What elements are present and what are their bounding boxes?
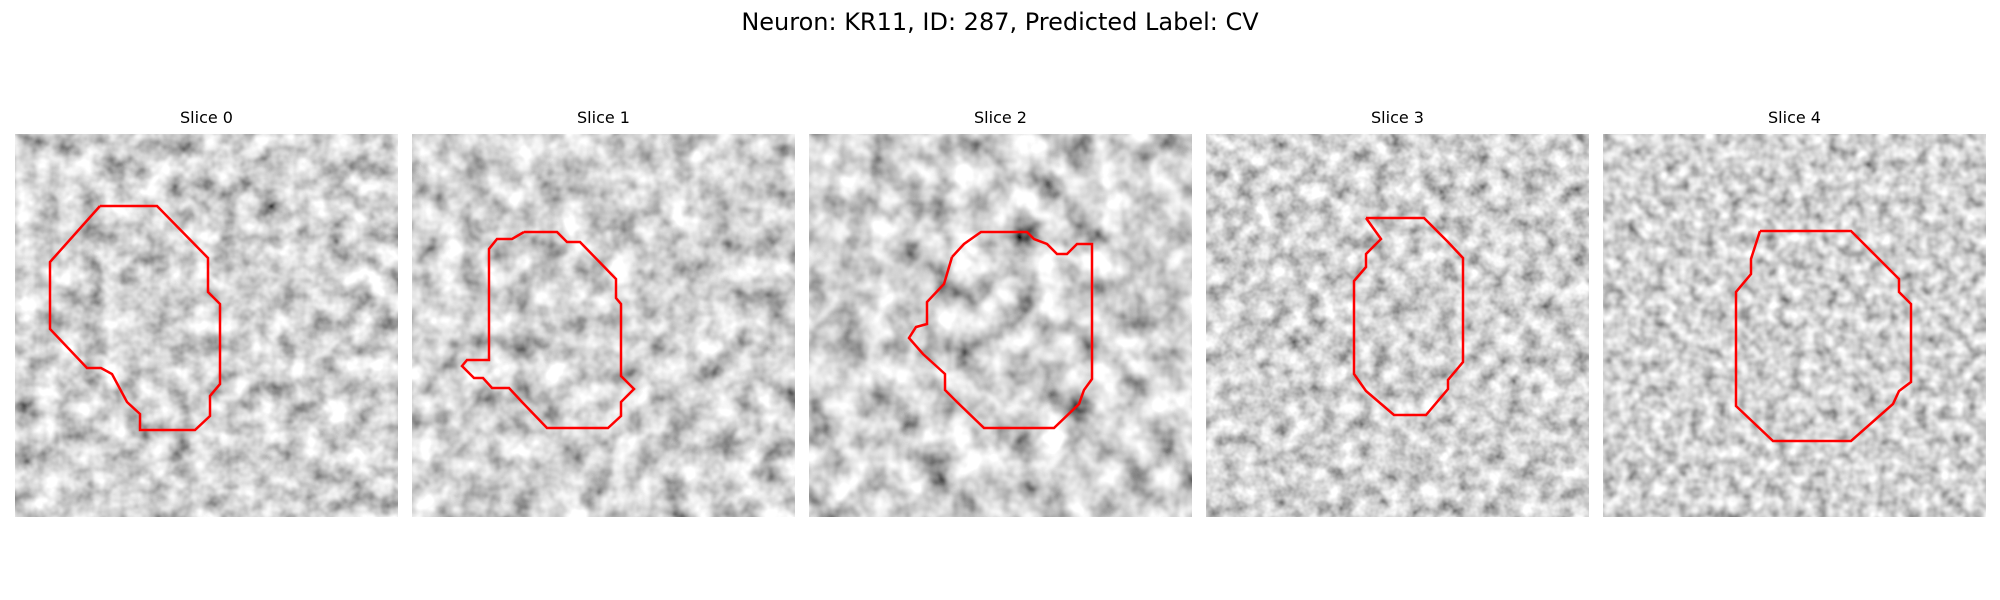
segmentation-contour-2: [907, 230, 1094, 430]
slice-image-4: [1603, 134, 1986, 517]
segmentation-contour-1: [460, 230, 636, 430]
slice-texture-0: [15, 134, 398, 517]
slice-image-0: [15, 134, 398, 517]
segmentation-contour-3: [1352, 216, 1465, 417]
slice-texture-3: [1206, 134, 1589, 517]
slice-title-1: Slice 1: [577, 108, 630, 127]
slice-title-2: Slice 2: [974, 108, 1027, 127]
slice-image-3: [1206, 134, 1589, 517]
slice-image-1: [412, 134, 795, 517]
slice-image-2: [809, 134, 1192, 517]
slice-panel-0: Slice 0: [15, 108, 398, 520]
slice-title-0: Slice 0: [180, 108, 233, 127]
slice-panel-4: Slice 4: [1603, 108, 1986, 520]
figure-title: Neuron: KR11, ID: 287, Predicted Label: …: [741, 8, 1259, 36]
slice-texture-1: [412, 134, 795, 517]
slice-texture-4: [1603, 134, 1986, 517]
slice-panel-1: Slice 1: [412, 108, 795, 520]
slice-panel-2: Slice 2: [809, 108, 1192, 520]
slice-panel-3: Slice 3: [1206, 108, 1589, 520]
slice-title-4: Slice 4: [1768, 108, 1821, 127]
slice-title-3: Slice 3: [1371, 108, 1424, 127]
segmentation-contour-0: [48, 204, 222, 432]
segmentation-contour-4: [1734, 229, 1913, 443]
slice-texture-2: [809, 134, 1192, 517]
